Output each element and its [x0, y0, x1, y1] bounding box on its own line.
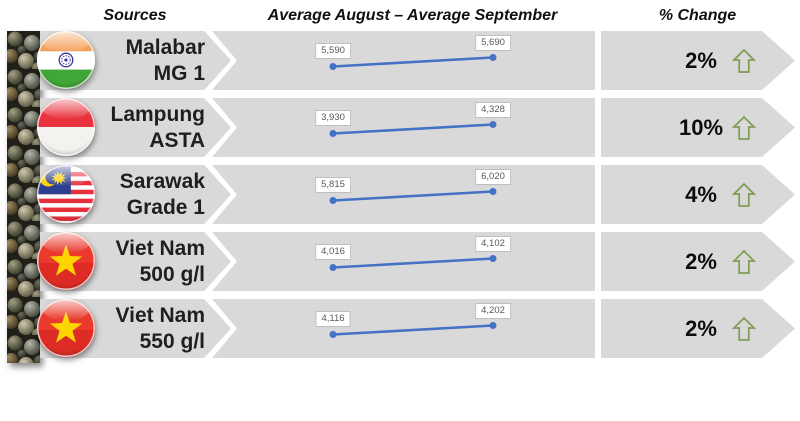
up-arrow-icon	[732, 182, 756, 208]
malaysia-flag-icon	[35, 163, 97, 225]
percent-change-value: 10%	[678, 114, 724, 140]
september-value-label: 4,202	[475, 303, 511, 319]
indonesia-flag-icon	[35, 96, 97, 158]
change-bar: 2%	[601, 232, 795, 291]
september-value-label: 6,020	[475, 169, 511, 185]
trend-sparkline	[329, 54, 497, 70]
august-value-label: 4,116	[315, 311, 351, 327]
percent-change-value: 4%	[685, 181, 717, 207]
vietnam-flag-icon	[35, 297, 97, 359]
august-value-label: 4,016	[315, 244, 351, 260]
table-row: Malabar MG 1 5,590 5,690 2%	[0, 31, 800, 90]
change-bar: 4%	[601, 165, 795, 224]
up-arrow-icon	[732, 316, 756, 342]
august-value-label: 3,930	[315, 110, 351, 126]
up-arrow-icon	[732, 48, 756, 74]
up-arrow-icon	[732, 249, 756, 275]
sparkline-bar: 4,116 4,202	[212, 299, 595, 358]
table-row: Viet Nam 500 g/l 4,016 4,102 2%	[0, 232, 800, 291]
sparkline-bar: 4,016 4,102	[212, 232, 595, 291]
september-value-label: 4,102	[475, 236, 511, 252]
trend-sparkline	[329, 188, 497, 204]
percent-change-value: 2%	[685, 315, 717, 341]
source-name: Lampung ASTA	[110, 102, 206, 152]
trend-sparkline	[329, 322, 497, 338]
trend-sparkline	[329, 255, 497, 271]
sparkline-bar: 5,590 5,690	[212, 31, 595, 90]
source-name: Malabar MG 1	[125, 35, 205, 85]
table-row: Lampung ASTA 3,930 4,328 10%	[0, 98, 800, 157]
sparkline-bar: 3,930 4,328	[212, 98, 595, 157]
table-row: Sarawak Grade 1 5,815 6,020 4%	[0, 165, 800, 224]
change-bar: 2%	[601, 31, 795, 90]
sparkline-bar: 5,815 6,020	[212, 165, 595, 224]
trend-sparkline	[329, 121, 497, 137]
august-value-label: 5,815	[315, 177, 351, 193]
change-column-header: % Change	[658, 7, 737, 24]
source-name: Viet Nam 500 g/l	[115, 236, 206, 286]
source-name: Sarawak Grade 1	[119, 169, 205, 219]
percent-change-value: 2%	[685, 248, 717, 274]
september-value-label: 4,328	[475, 102, 511, 118]
source-name: Viet Nam 550 g/l	[115, 303, 206, 353]
period-column-header: Average August – Average September	[267, 7, 558, 24]
table-row: Viet Nam 550 g/l 4,116 4,202 2%	[0, 299, 800, 358]
vietnam-flag-icon	[35, 230, 97, 292]
percent-change-value: 2%	[685, 47, 717, 73]
change-bar: 2%	[601, 299, 795, 358]
peppercorn-photo	[7, 31, 40, 363]
sources-column-header: Sources	[103, 7, 167, 24]
change-bar: 10%	[601, 98, 795, 157]
up-arrow-icon	[732, 115, 756, 141]
september-value-label: 5,690	[475, 35, 511, 51]
august-value-label: 5,590	[315, 43, 351, 59]
india-flag-icon	[35, 29, 97, 91]
